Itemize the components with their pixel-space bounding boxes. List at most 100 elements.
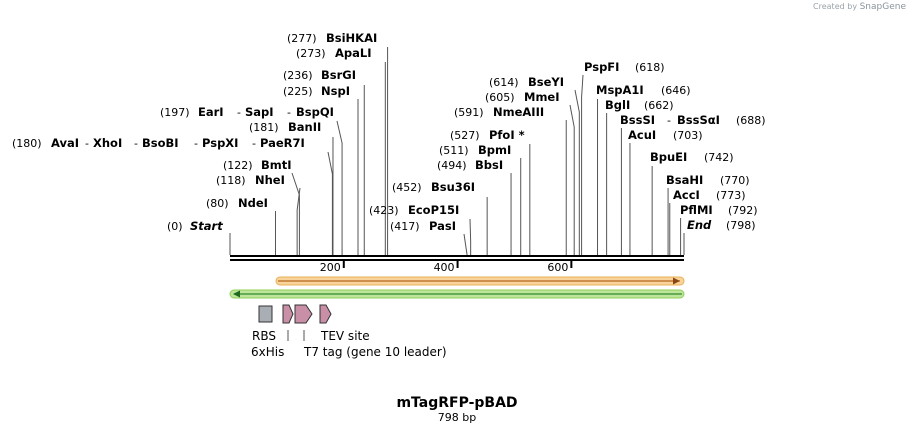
site-name-nhei-1[interactable]: NheI (255, 173, 285, 187)
site-name-avai-3[interactable]: BsoBI (142, 136, 179, 150)
site-position-nmeaiii: (591) (454, 106, 484, 119)
axis-tick-label-400: 400 (434, 261, 455, 274)
site-name-bsrgi-1[interactable]: BsrGI (321, 68, 356, 82)
site-separator-avai-3: - (252, 137, 256, 150)
t7-tag-arrow (294, 304, 313, 324)
site-position-bseyi: (614) (489, 76, 519, 89)
leader-line-mmei (569, 104, 575, 255)
site-position-bsrgi: (236) (283, 69, 313, 82)
feature-rbs[interactable] (258, 305, 273, 323)
site-position-pfoi: (527) (450, 129, 480, 142)
site-position-bsahi: (770) (720, 174, 750, 187)
site-name-banii-1[interactable]: BanII (288, 120, 321, 134)
site-name-pfoi-1[interactable]: PfoI * (489, 128, 525, 142)
site-position-pasi: (417) (390, 220, 420, 233)
axis-ticks: 200 400 600 (320, 260, 573, 274)
feature-label-6xhis: 6xHis (251, 345, 284, 359)
leader-line-eari (336, 120, 343, 255)
axis-tick-label-200: 200 (320, 261, 341, 274)
feature-label-t7-tag: T7 tag (gene 10 leader) (303, 345, 447, 359)
site-separator-avai-1: - (134, 137, 138, 150)
leader-line-bmti (291, 172, 300, 255)
site-name-bsahi-1[interactable]: BsaHI (666, 173, 703, 187)
site-position-eari: (197) (160, 106, 190, 119)
leader-line-avai (327, 151, 333, 255)
site-name-bsssi-2[interactable]: BssSαI (677, 113, 720, 127)
site-name-avai-1[interactable]: AvaI (51, 136, 79, 150)
watermark-brand: SnapGene (859, 2, 906, 12)
site-position-start: (0) (167, 220, 183, 233)
site-name-start-1[interactable]: Start (190, 219, 223, 233)
site-name-pasi-1[interactable]: PasI (429, 219, 456, 233)
site-position-avai: (180) (12, 137, 42, 150)
feature-label-rbs: RBS (252, 329, 276, 343)
site-name-eari-1[interactable]: EarI (198, 105, 224, 119)
watermark-prefix: Created by (813, 2, 858, 11)
reverse-orf-arrowhead (233, 290, 240, 298)
site-position-bsssi: (688) (736, 114, 766, 127)
site-name-eari-2[interactable]: SapI (245, 105, 274, 119)
feature-6xhis[interactable] (282, 304, 294, 324)
site-position-nhei: (118) (216, 174, 246, 187)
site-name-avai-4[interactable]: PspXI (202, 136, 238, 150)
site-separator-bsssi-0: - (667, 114, 671, 127)
tev-site-arrow (319, 304, 332, 324)
site-name-bsssi-1[interactable]: BssSI (620, 113, 655, 127)
restriction-site-labels: (0) Start (80) NdeI (118) NheI(122) BmtI (180) A… (12, 31, 766, 233)
site-position-mmei: (605) (485, 91, 515, 104)
leader-lines (229, 47, 685, 257)
site-position-bgli: (662) (644, 99, 674, 112)
site-position-bsihkai: (277) (287, 32, 317, 45)
site-separator-avai-2: - (194, 137, 198, 150)
site-name-mmei-1[interactable]: MmeI (524, 90, 560, 104)
leader-line-pasi (463, 233, 468, 257)
forward-orf-arrow[interactable] (275, 276, 685, 286)
site-position-bsu36i: (452) (392, 181, 422, 194)
site-position-acui: (703) (673, 129, 703, 142)
site-position-apali: (273) (296, 47, 326, 60)
site-position-pflmi: (792) (728, 204, 758, 217)
plasmid-size: 798 bp (438, 411, 476, 424)
site-name-eari-3[interactable]: BspQI (296, 105, 334, 119)
site-name-apali-1[interactable]: ApaLI (335, 46, 372, 60)
site-name-bgli-1[interactable]: BglI (605, 98, 630, 112)
plasmid-name: mTagRFP-pBAD (396, 395, 517, 411)
site-position-bpuei: (742) (704, 151, 734, 164)
feature-tev-site[interactable] (319, 304, 332, 324)
site-position-nspi: (225) (283, 85, 313, 98)
reverse-orf-arrow[interactable] (229, 289, 685, 299)
site-position-end: (798) (726, 219, 756, 232)
site-position-acci: (773) (716, 189, 746, 202)
site-name-avai-2[interactable]: XhoI (93, 136, 122, 150)
6xhis-arrow (282, 304, 294, 324)
site-name-acui-1[interactable]: AcuI (628, 128, 656, 142)
site-name-bmti-1[interactable]: BmtI (261, 158, 292, 172)
site-name-bpuei-1[interactable]: BpuEI (650, 150, 687, 164)
leader-line-ecop15i (469, 218, 472, 255)
site-name-ecop15i-1[interactable]: EcoP15I (408, 203, 459, 217)
site-name-bsihkai-1[interactable]: BsiHKAI (326, 31, 377, 45)
feature-t7-tag[interactable] (294, 304, 313, 324)
axis-tick-label-600: 600 (547, 261, 568, 274)
site-name-end-1[interactable]: End (687, 218, 712, 232)
site-name-ndei-1[interactable]: NdeI (238, 196, 268, 210)
site-name-pspfi-1[interactable]: PspFI (584, 60, 619, 74)
leader-line-bseyi (574, 89, 580, 255)
site-name-bbsi-1[interactable]: BbsI (475, 158, 503, 172)
site-separator-avai-0: - (85, 137, 89, 150)
site-name-nmeaiii-1[interactable]: NmeAIII (493, 105, 544, 119)
site-position-bbsi: (494) (437, 159, 467, 172)
site-name-mspa1i-1[interactable]: MspA1I (596, 83, 644, 97)
feature-label-tev-site: TEV site (320, 329, 370, 343)
site-name-avai-5[interactable]: PaeR7I (260, 136, 305, 150)
site-name-bseyi-1[interactable]: BseYI (528, 75, 564, 89)
site-position-ndei: (80) (206, 197, 229, 210)
site-name-bsu36i-1[interactable]: Bsu36I (431, 180, 475, 194)
site-name-nspi-1[interactable]: NspI (321, 84, 350, 98)
site-name-acci-1[interactable]: AccI (673, 188, 700, 202)
snapgene-watermark: Created by SnapGene (813, 2, 906, 12)
site-position-bpmi: (511) (439, 144, 469, 157)
site-name-bpmi-1[interactable]: BpmI (478, 143, 511, 157)
site-name-pflmi-1[interactable]: PflMI (680, 203, 713, 217)
